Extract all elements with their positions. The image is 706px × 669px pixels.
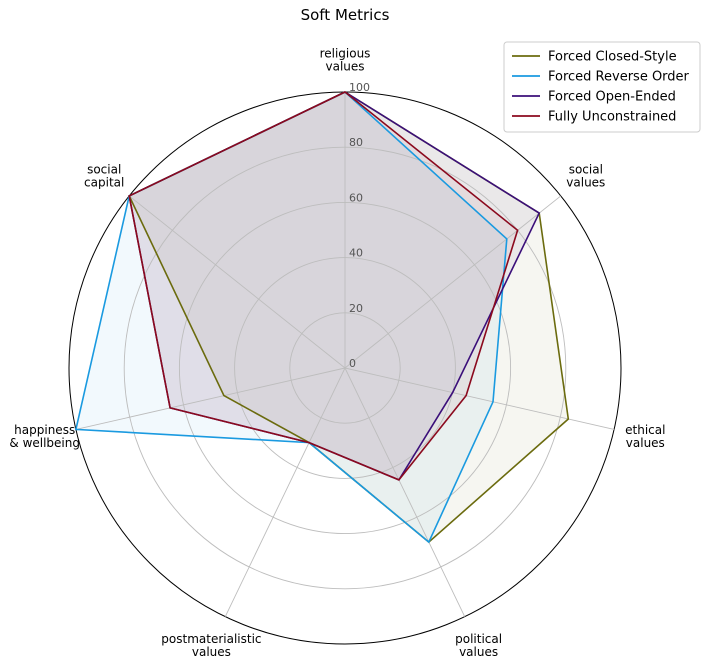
legend-label-1: Forced Reverse Order [548,70,690,85]
axis-label-3: political values [455,632,502,659]
legend: Forced Closed-Style Forced Reverse Order F… [503,41,701,133]
axis-label-4: postmaterialistic values [161,632,261,659]
tick-label-5: 100 [349,81,370,94]
axis-label-0: religious values [320,47,371,74]
axis-label-1-line-0: social [569,163,603,177]
grid-spoke-1 [344,195,562,369]
series-fill-3 [129,92,518,480]
axis-label-2-line-1: values [626,436,665,450]
legend-label-3: Fully Unconstrained [548,110,676,125]
axis-label-2-line-0: ethical [625,423,665,437]
series-fills [75,92,569,543]
radial-tick-labels: 0 20 40 60 80 100 [349,81,370,370]
axis-label-6-line-1: capital [84,176,124,190]
axis-label-6: social capital [84,163,124,190]
tick-label-0: 0 [349,357,356,370]
axis-label-3-line-0: political [455,632,502,646]
chart-title: Soft Metrics [301,6,390,24]
legend-label-2: Forced Open-Ended [548,90,676,105]
grid-spoke-2 [344,367,615,430]
axis-label-2: ethical values [625,423,665,450]
series-fill-2 [129,92,540,480]
axis-label-3-line-1: values [459,645,498,659]
tick-label-2: 40 [349,247,363,260]
grid-spoke-4 [224,367,346,617]
axis-label-4-line-0: postmaterialistic [161,632,261,646]
axis-label-1: social values [566,163,605,190]
axis-label-0-line-0: religious [320,47,371,61]
series-lines [74,91,570,544]
grid-spoke-5 [75,367,346,430]
axis-label-5-line-0: happiness [14,423,75,437]
series-line-1 [74,91,508,544]
axis-label-4-line-1: values [192,645,231,659]
series-fill-1 [75,92,507,543]
grid-spoke-6 [128,195,346,369]
axis-label-1-line-1: values [566,176,605,190]
axis-label-6-line-0: social [87,163,121,177]
series-line-3 [128,91,519,481]
axis-label-5-line-1: & wellbeing [9,436,80,450]
axis-label-0-line-1: values [325,60,364,74]
grid-spoke-3 [344,367,466,617]
tick-label-1: 20 [349,302,363,315]
axis-label-5: happiness & wellbeing [9,423,80,450]
series-fill-0 [129,92,569,543]
tick-label-4: 80 [349,136,363,149]
legend-box [503,41,701,133]
tick-label-3: 60 [349,191,363,204]
legend-label-0: Forced Closed-Style [548,50,677,65]
